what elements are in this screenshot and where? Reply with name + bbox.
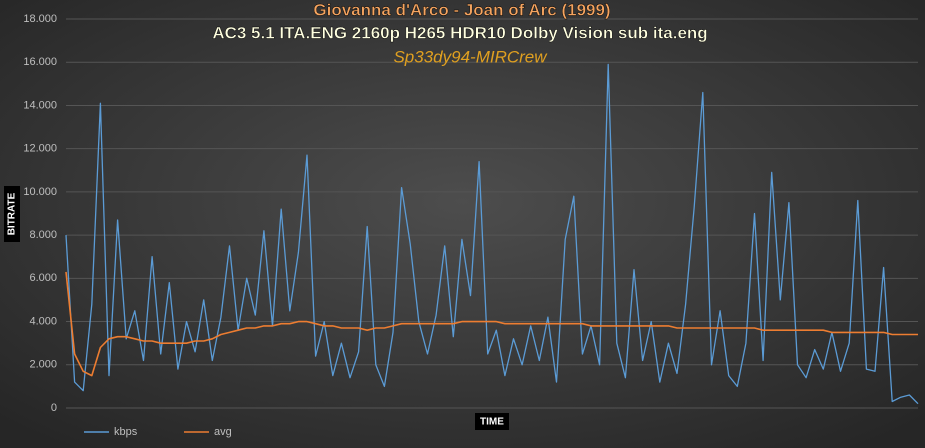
y-tick-label: 6.000 [29,272,57,284]
y-tick-label: 18.000 [23,13,57,25]
y-axis-label: BITRATE [7,192,18,235]
annotation: Sp33dy94-MIRCrew [393,47,548,66]
y-tick-label: 8.000 [29,229,57,241]
plot-area [65,63,919,405]
y-tick-label: 4.000 [29,315,57,327]
y-tick-label: 0 [51,402,57,414]
y-label-box [4,186,20,242]
chart-subtitle: AC3 5.1 ITA.ENG 2160p H265 HDR10 Dolby V… [212,23,707,42]
x-label-box [475,413,509,430]
legend-label: kbps [114,426,138,438]
y-tick-label: 10.000 [23,186,57,198]
legend: kbps avg [84,426,232,438]
y-tick-label: 12.000 [23,143,57,155]
series-line [65,63,919,405]
chart-title: Giovanna d'Arco - Joan of Arc (1999) [313,0,610,19]
legend-label: avg [214,426,232,438]
series-line [65,271,918,377]
y-tick-label: 16.000 [23,56,57,68]
x-axis-label: TIME [480,417,504,428]
y-tick-label: 14.000 [23,99,57,111]
y-tick-label: 2.000 [29,359,57,371]
